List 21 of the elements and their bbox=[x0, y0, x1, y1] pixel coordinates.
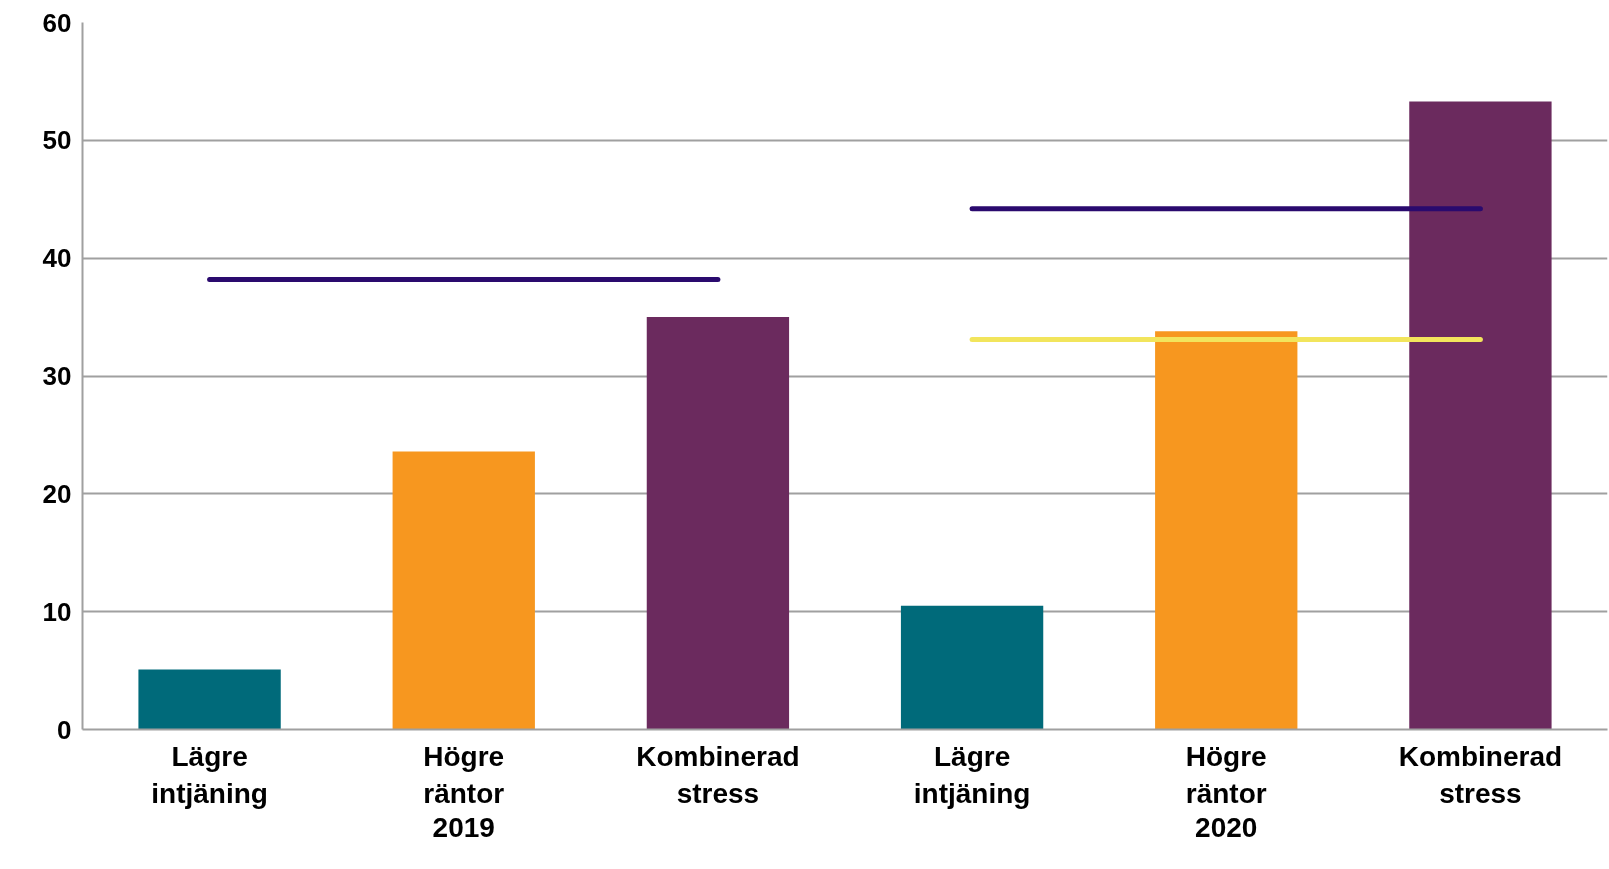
y-tick-label: 10 bbox=[42, 596, 72, 627]
x-tick-label: Lägre intjäning bbox=[913, 740, 1031, 809]
x-tick-label: Högre räntor bbox=[423, 740, 505, 809]
x-tick-label: Kombinerad stress bbox=[636, 740, 800, 809]
y-tick-label: 40 bbox=[42, 243, 72, 274]
text: 2020 bbox=[1195, 811, 1258, 843]
x-tick-label: Lägre intjäning bbox=[151, 740, 268, 809]
y-tick-label: 60 bbox=[42, 7, 72, 38]
bar bbox=[1409, 101, 1552, 730]
y-tick-label: 0 bbox=[57, 714, 72, 745]
y-tick-label: 20 bbox=[42, 478, 72, 509]
bar bbox=[392, 451, 535, 730]
x-tick-label: Högre räntor bbox=[1185, 740, 1267, 809]
bar bbox=[900, 605, 1044, 730]
x-tick-label: Kombinerad stress bbox=[1398, 740, 1563, 809]
text: 2019 bbox=[432, 811, 495, 843]
bar bbox=[646, 317, 790, 730]
bar bbox=[1155, 331, 1298, 730]
y-tick-label: 30 bbox=[42, 361, 72, 391]
bar bbox=[138, 669, 281, 730]
y-tick-label: 50 bbox=[42, 125, 72, 156]
